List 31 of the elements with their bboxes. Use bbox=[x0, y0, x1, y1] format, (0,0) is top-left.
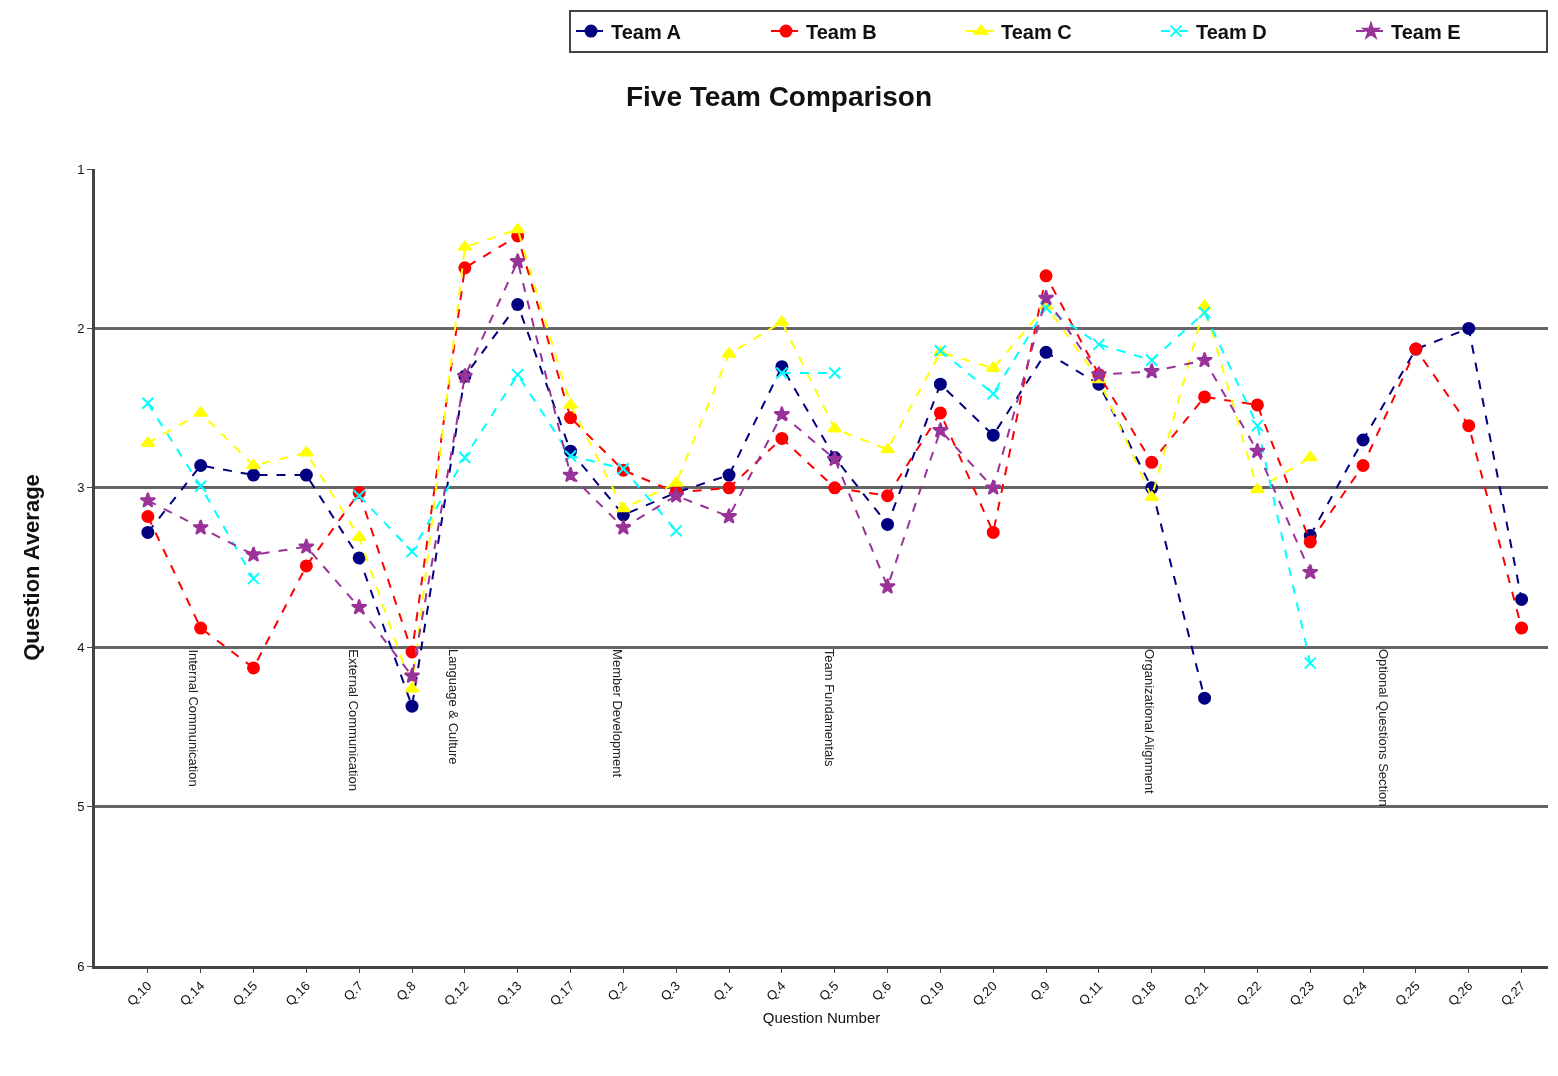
y-tick-label: 4 bbox=[77, 639, 85, 655]
x-tick-label: Q.6 bbox=[868, 978, 895, 1004]
annotation: Organizational Alignment bbox=[1142, 649, 1158, 795]
x-tick-label: Q.2 bbox=[604, 978, 631, 1004]
x-tick-label: Q.7 bbox=[340, 978, 366, 1004]
y-tick-label: 2 bbox=[77, 320, 85, 336]
x-tick-label: Q.8 bbox=[393, 978, 419, 1004]
chart-title: Five Team Comparison bbox=[625, 80, 933, 112]
x-tick-label: Q.11 bbox=[1075, 978, 1106, 1009]
annotation: External Communication bbox=[346, 649, 362, 791]
y-tick-label: 3 bbox=[77, 480, 85, 496]
annotation: Optional Questions Section bbox=[1376, 648, 1392, 807]
x-tick-label: Q.1 bbox=[710, 978, 736, 1004]
annotation: Language & Culture bbox=[446, 648, 462, 765]
x-tick-label: Q.5 bbox=[815, 978, 842, 1004]
y-tick-label: 5 bbox=[77, 799, 85, 815]
y-axis-title: Question Average bbox=[19, 474, 44, 661]
x-tick-label: Q.4 bbox=[763, 978, 789, 1004]
annotation: Team Fundamentals bbox=[821, 648, 837, 768]
x-tick-label: Q.3 bbox=[657, 978, 683, 1004]
legend-label: Team A bbox=[611, 20, 682, 43]
legend-label: Team D bbox=[1196, 20, 1267, 43]
x-axis-title: Question Number bbox=[762, 1009, 881, 1026]
x-tick-label: Q.9 bbox=[1027, 978, 1053, 1004]
legend-label: Team B bbox=[806, 20, 877, 43]
legend-label: Team E bbox=[1391, 20, 1461, 43]
annotation: Internal Communication bbox=[185, 649, 201, 787]
y-tick-label: 6 bbox=[77, 958, 85, 974]
y-tick-label: 1 bbox=[77, 161, 85, 177]
legend-label: Team C bbox=[1001, 20, 1072, 43]
annotation: Member Development bbox=[610, 649, 626, 778]
